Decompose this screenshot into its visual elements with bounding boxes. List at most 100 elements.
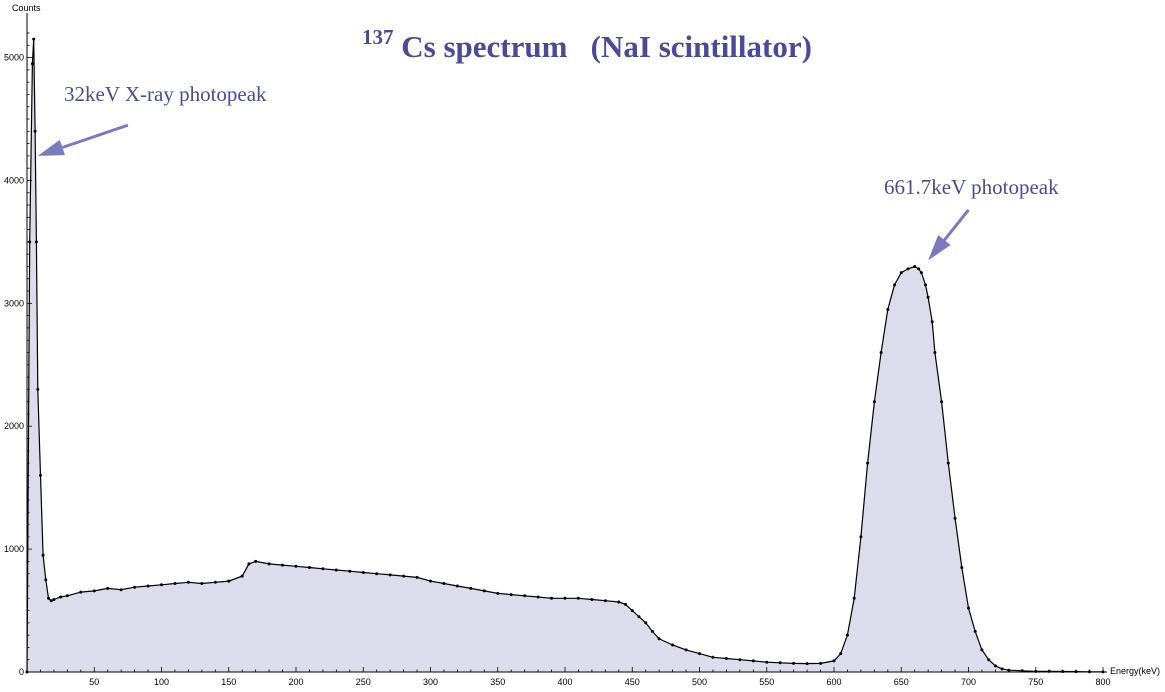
data-point [960,566,964,569]
x-axis-label: Energy(keV) [1110,666,1160,676]
data-point [482,589,486,593]
data-point [603,599,607,603]
data-point [711,655,715,659]
x-tick-label: 600 [826,677,841,687]
data-point [402,574,406,578]
data-point [119,588,123,592]
axes [26,13,1107,673]
data-point [133,585,137,589]
data-point [644,621,648,625]
data-point [52,598,56,601]
x-tick-label: 50 [89,677,99,687]
data-point [845,633,849,637]
data-point [563,596,567,600]
x-tick-label: 100 [154,677,169,687]
data-point [415,575,419,579]
x-tick-label: 700 [961,677,976,687]
y-tick-label: 4000 [4,175,24,185]
y-tick-label: 5000 [4,53,24,63]
data-point [698,652,701,656]
data-point [240,574,244,578]
data-point [186,580,190,584]
annotation-photopeak-label: 661.7keV photopeak [884,175,1059,199]
data-point [684,648,688,652]
x-tick-label: 500 [692,677,707,687]
data-point [30,62,34,66]
data-point [39,473,42,477]
data-point [34,240,38,244]
data-point [859,535,863,539]
data-point [940,400,944,404]
chart-title-main: Cs spectrum (NaI scintillator) [394,29,812,64]
data-point [819,661,823,665]
data-point [926,295,930,299]
data-point [146,584,150,588]
data-point [33,129,37,133]
data-point [47,596,50,600]
data-point [294,564,298,568]
data-point [624,602,627,606]
data-point [267,562,271,566]
data-point [765,660,769,664]
x-tick-label: 400 [557,677,572,687]
x-tick-label: 450 [625,677,640,687]
data-point [906,267,910,271]
data-point [388,573,392,577]
data-point [617,600,621,604]
data-point [778,661,782,665]
data-point [933,351,937,354]
data-point [852,596,856,600]
chart-title-superscript: 137 [362,25,394,49]
data-point [32,37,36,41]
data-point [429,579,432,583]
data-point [893,283,896,287]
data-point [375,572,379,576]
data-point [59,595,63,599]
x-tick-label: 800 [1095,677,1110,687]
x-tick-label: 250 [356,677,371,687]
data-point [671,643,675,647]
data-point [738,658,742,662]
data-point [657,637,661,641]
data-point [866,461,870,465]
annotation-arrow-shaft [61,123,129,149]
data-point [953,516,957,520]
data-point [361,571,365,574]
data-point [348,569,352,573]
data-point [496,591,500,595]
x-tick-label: 300 [423,677,438,687]
data-point [967,606,970,610]
y-tick-label: 0 [19,667,24,677]
data-point [281,563,284,567]
data-point [106,586,110,590]
data-point [872,400,876,404]
data-point [523,594,527,598]
data-point [839,652,843,656]
data-point [917,267,921,271]
data-point [590,598,594,601]
data-point [930,320,934,324]
data-point [536,595,540,599]
data-point [79,590,83,594]
x-axis-ticks: 50 100 150 200 250 300 350 400 450 500 550 600 650 70… [26,667,1111,687]
data-point [913,265,917,268]
data-point [41,553,45,557]
data-point [792,661,796,665]
data-point [442,582,446,585]
data-point [36,387,40,391]
data-point [630,609,634,613]
x-tick-label: 650 [894,677,909,687]
data-point [899,271,903,275]
data-point [805,662,809,666]
data-point [576,596,580,600]
data-point [980,648,984,652]
x-tick-label: 550 [759,677,774,687]
data-point [924,283,927,287]
data-point [65,594,69,598]
x-tick-label: 200 [288,677,303,687]
data-point [987,658,991,662]
data-point [751,659,755,663]
y-tick-label: 2000 [4,421,24,431]
data-point [724,657,728,660]
